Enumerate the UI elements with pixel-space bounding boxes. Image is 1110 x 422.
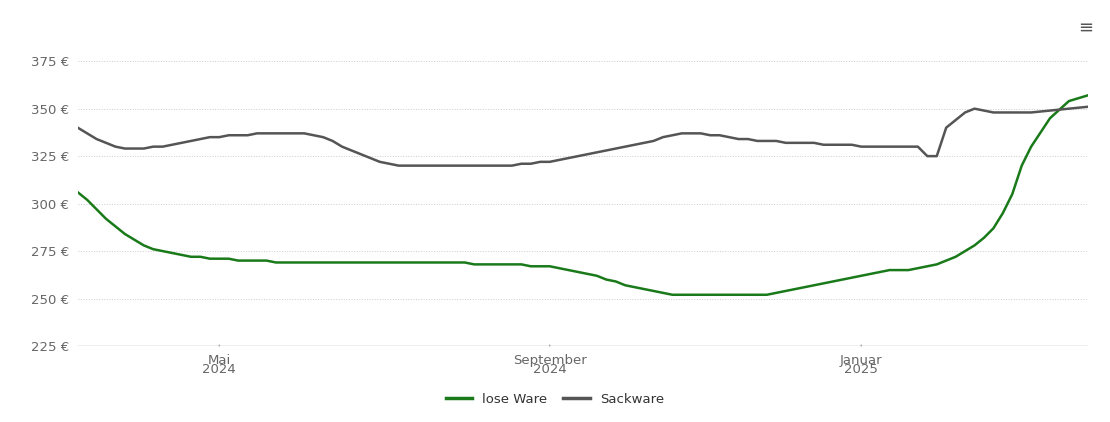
Text: 2025: 2025 [845, 363, 878, 376]
Text: 2024: 2024 [202, 363, 236, 376]
Text: ≡: ≡ [1078, 19, 1093, 37]
Legend: lose Ware, Sackware: lose Ware, Sackware [441, 388, 669, 411]
Text: 2024: 2024 [533, 363, 566, 376]
Text: September: September [513, 354, 586, 367]
Text: Januar: Januar [840, 354, 882, 367]
Text: Mai: Mai [208, 354, 231, 367]
